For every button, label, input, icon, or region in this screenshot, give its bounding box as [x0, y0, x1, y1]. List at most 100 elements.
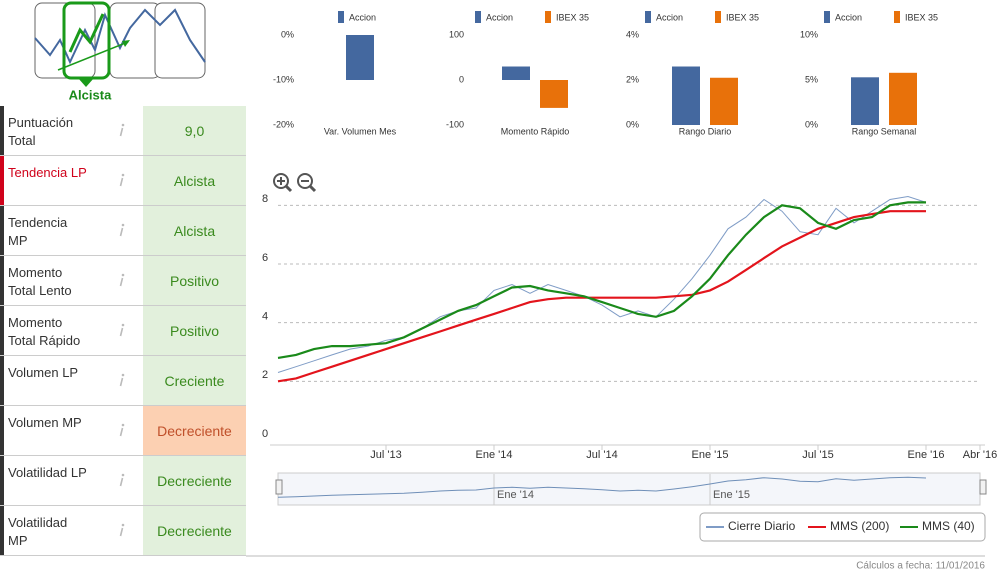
y-tick-label: -20% — [273, 119, 294, 129]
row-value: Alcista — [143, 156, 246, 205]
row-value: Positivo — [143, 256, 246, 305]
row-value: Decreciente — [143, 406, 246, 455]
navigator-handle[interactable] — [275, 479, 283, 495]
info-icon[interactable] — [118, 273, 126, 287]
legend-label: Cierre Diario — [728, 519, 796, 533]
bar — [540, 80, 568, 108]
info-icon[interactable] — [118, 123, 126, 137]
row-label: Volatilidad MP — [0, 506, 137, 555]
series-line — [277, 210, 926, 383]
legend-swatch — [545, 11, 551, 23]
info-icon[interactable] — [118, 473, 126, 487]
row-label: Tendencia MP — [0, 206, 137, 255]
y-tick-label: 0 — [459, 74, 464, 84]
y-tick-label: 4 — [262, 311, 268, 323]
row: Tendencia LP Alcista — [0, 156, 246, 206]
navigator-label: Ene '14 — [497, 489, 534, 501]
row: Volatilidad LP Decreciente — [0, 456, 246, 506]
row-value: Alcista — [143, 206, 246, 255]
bar — [672, 66, 700, 125]
row: Volatilidad MP Decreciente — [0, 506, 246, 556]
label: Volatilidad MP — [8, 515, 68, 548]
bar — [710, 77, 738, 125]
bar — [346, 35, 374, 80]
y-tick-label: 0% — [805, 119, 818, 129]
x-tick-label: Jul '15 — [802, 449, 833, 461]
label: Volatilidad LP — [8, 465, 87, 480]
y-tick-label: 8 — [262, 193, 268, 205]
y-tick-label: 2 — [262, 369, 268, 381]
row-label: Puntuación Total — [0, 106, 137, 155]
zoom-in[interactable] — [273, 173, 293, 193]
legend-label: IBEX 35 — [556, 12, 589, 22]
y-tick-label: 0% — [281, 29, 294, 39]
row-value: 9,0 — [143, 106, 246, 155]
row: Puntuación Total 9,0 — [0, 106, 246, 156]
x-tick-label: Ene '14 — [476, 449, 513, 461]
row-value: Decreciente — [143, 456, 246, 505]
y-tick-label: -10% — [273, 74, 294, 84]
row-value: Creciente — [143, 356, 246, 405]
legend-label: Accion — [349, 12, 376, 22]
row: Momento Total Lento Positivo — [0, 256, 246, 306]
row-value: Decreciente — [143, 506, 246, 555]
legend-label: Accion — [486, 12, 513, 22]
x-tick-label: Jul '14 — [586, 449, 617, 461]
series-line — [277, 195, 927, 373]
navigator-handle[interactable] — [979, 479, 987, 495]
legend-label: MMS (40) — [922, 519, 975, 533]
row-value: Positivo — [143, 306, 246, 355]
y-tick-label: 10% — [800, 29, 818, 39]
info-icon[interactable] — [118, 323, 126, 337]
row: Volumen LP Creciente — [0, 356, 246, 406]
legend-label: IBEX 35 — [726, 12, 759, 22]
info-icon[interactable] — [118, 223, 126, 237]
legend-swatch — [338, 11, 344, 23]
navigator[interactable] — [277, 472, 981, 506]
legend-swatch — [475, 11, 481, 23]
footer: Cálculos a fecha: 11/01/2016 — [856, 561, 985, 572]
y-tick-label: 0% — [626, 119, 639, 129]
info-icon[interactable] — [118, 373, 126, 387]
y-tick-label: 100 — [449, 29, 464, 39]
legend-label: Accion — [656, 12, 683, 22]
row: Volumen MP Decreciente — [0, 406, 246, 456]
info-icon[interactable] — [118, 523, 126, 537]
y-tick-label: 4% — [626, 29, 639, 39]
label: Momento Total Lento — [8, 265, 72, 298]
series-line — [277, 201, 926, 359]
navigator-line — [277, 476, 927, 498]
y-tick-label: 6 — [262, 252, 268, 264]
row-label: Momento Total Lento — [0, 256, 137, 305]
zoom-out[interactable] — [297, 173, 317, 193]
info-icon[interactable] — [118, 423, 126, 437]
row-label: Volumen LP — [0, 356, 137, 405]
x-tick-label: Abr '16 — [963, 449, 997, 461]
legend-box — [699, 512, 986, 542]
bar — [851, 77, 879, 125]
rating-icon — [34, 1, 206, 87]
x-tick-label: Jul '13 — [370, 449, 401, 461]
info-icon[interactable] — [118, 173, 126, 187]
x-axis-label: Rango Diario — [679, 126, 732, 136]
label: Volumen MP — [8, 415, 82, 430]
legend-swatch — [824, 11, 830, 23]
label: Volumen LP — [8, 365, 79, 380]
row-label: Volumen MP — [0, 406, 137, 455]
row-label: Momento Total Rápido — [0, 306, 137, 355]
bar — [502, 66, 530, 80]
label: Tendencia LP — [8, 165, 87, 180]
label: Puntuación Total — [8, 115, 74, 148]
x-axis-label: Momento Rápido — [501, 126, 570, 136]
y-tick-label: 2% — [626, 74, 639, 84]
legend-swatch — [894, 11, 900, 23]
x-tick-label: Ene '16 — [908, 449, 945, 461]
x-axis-label: Rango Semanal — [852, 126, 917, 136]
y-tick-label: -100 — [446, 119, 464, 129]
legend-swatch — [645, 11, 651, 23]
row-label: Tendencia LP — [0, 156, 137, 205]
legend-label: Accion — [835, 12, 862, 22]
legend-label: MMS (200) — [830, 519, 889, 533]
